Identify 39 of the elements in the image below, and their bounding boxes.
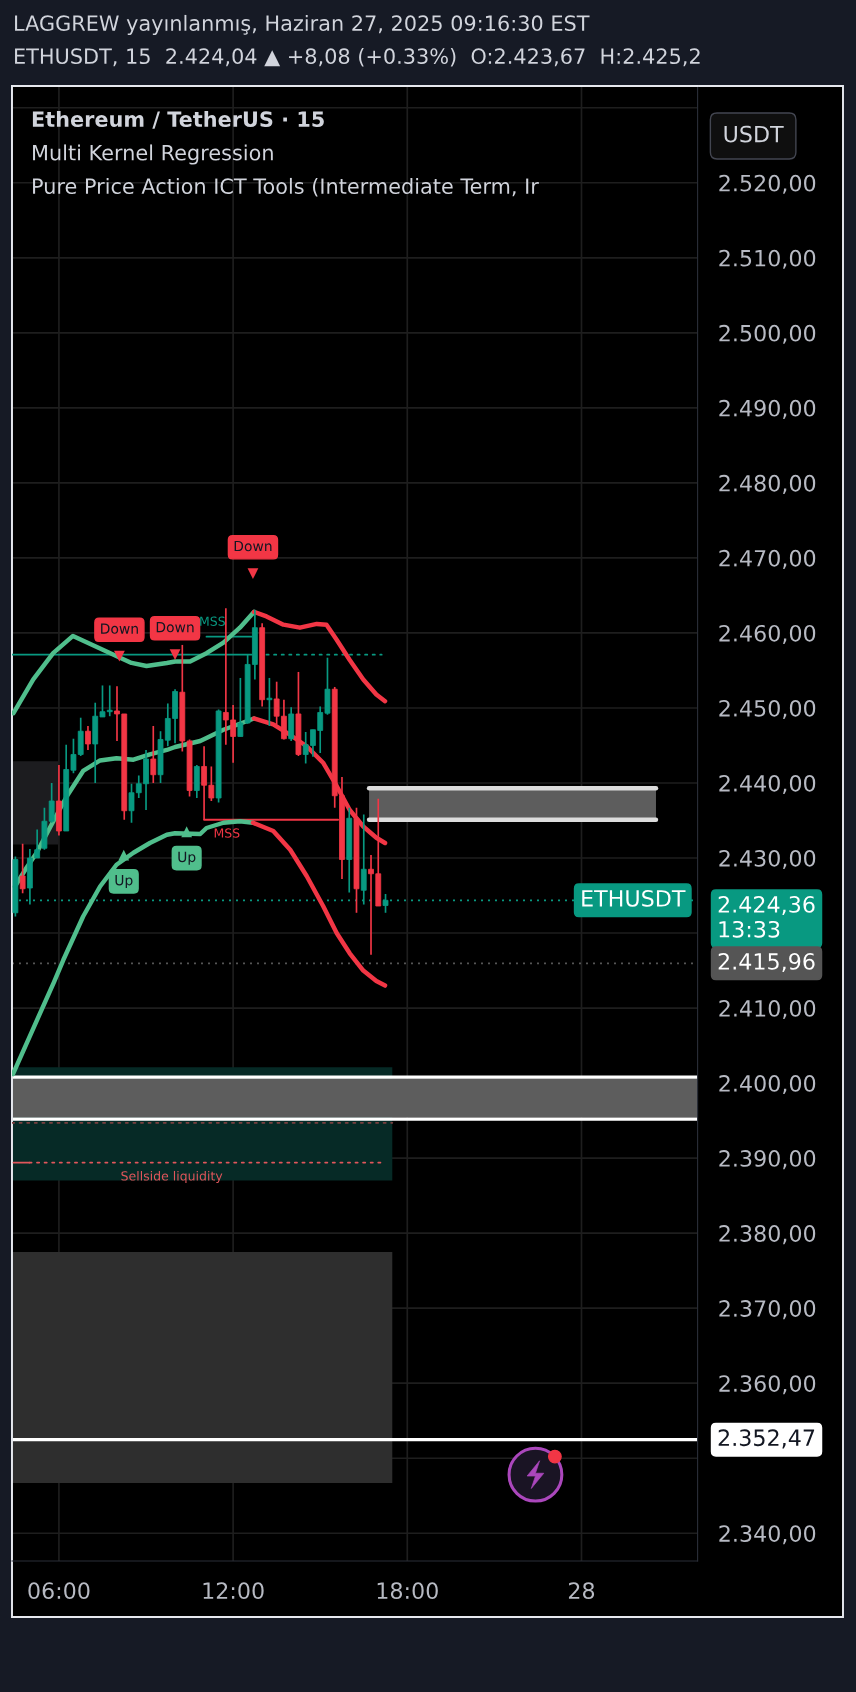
x-tick-label: 12:00	[203, 1582, 264, 1600]
annotation: MSS	[200, 616, 225, 626]
y-tick-label: 2.470,00	[719, 549, 816, 569]
text: Up	[178, 851, 196, 865]
annotation: MSS	[214, 828, 240, 838]
chart-subtitle: ETHUSDT, 15 2.424,04 ▲ +8,08 (+0.33%) O:2.423,67 H:2.425,2	[15, 47, 700, 67]
ref-line-label: 2.352,47	[718, 1429, 815, 1449]
y-tick-label: 2.390,00	[719, 1150, 816, 1170]
ref-line-label: 2.424,36 13:33	[718, 896, 815, 938]
text: Down	[234, 540, 272, 552]
y-tick-label: 2.370,00	[719, 1300, 816, 1320]
y-tick-label: 2.520,00	[719, 174, 816, 194]
x-tick-label: 06:00	[28, 1582, 90, 1600]
ref-line-label: 2.415,96	[718, 952, 815, 973]
series-label: Up	[115, 875, 133, 889]
x-tick-label: 18:00	[377, 1582, 438, 1600]
chart-title: LAGGREW yayınlanmış, Haziran 27, 2025 09:16:30 EST	[15, 14, 590, 36]
y-axis-title: USDT	[724, 125, 784, 143]
annotation: Sellside liquidity	[121, 1170, 223, 1184]
legend-label: Down	[156, 622, 194, 633]
y-tick-label: 2.500,00	[719, 324, 816, 344]
y-tick-label: 2.430,00	[719, 849, 816, 870]
x-tick-label: 28	[568, 1582, 595, 1600]
y-tick-label: 2.510,00	[719, 249, 816, 269]
y-tick-label: 2.410,00	[719, 1000, 816, 1020]
y-tick-label: 2.360,00	[719, 1375, 816, 1395]
y-tick-label: 2.450,00	[719, 699, 816, 719]
y-tick-label: 2.340,00	[719, 1525, 816, 1545]
y-tick-label: 2.460,00	[719, 624, 816, 644]
annotation: Pure Price Action ICT Tools (Intermediate Term, Ir	[33, 177, 539, 197]
annotation: Multi Kernel Regression	[33, 144, 273, 165]
y-tick-label: 2.380,00	[719, 1225, 816, 1245]
y-tick-label: 2.440,00	[719, 774, 816, 795]
annotation: Ethereum / TetherUS · 15	[32, 110, 324, 129]
text: Down	[101, 623, 138, 634]
y-tick-label: 2.490,00	[719, 399, 816, 419]
y-tick-label: 2.480,00	[719, 474, 816, 494]
y-tick-label: 2.400,00	[719, 1075, 816, 1095]
annotation: ETHUSDT	[582, 889, 686, 907]
